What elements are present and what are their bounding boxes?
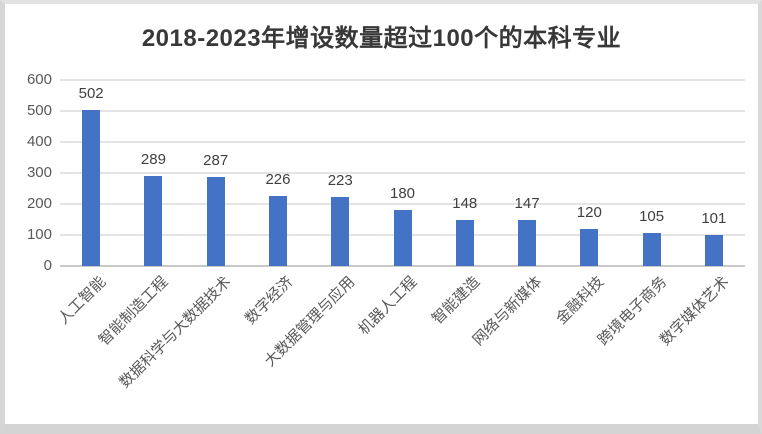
bar-value-label: 148 bbox=[452, 195, 478, 213]
bar bbox=[393, 210, 412, 266]
bar-value-label: 502 bbox=[78, 85, 104, 103]
gridline bbox=[60, 79, 745, 81]
gridline bbox=[60, 141, 745, 143]
gridline bbox=[60, 110, 745, 112]
y-tick-label: 0 bbox=[43, 257, 52, 274]
bar-value-label: 105 bbox=[639, 208, 665, 226]
bar-value-label: 180 bbox=[389, 185, 416, 203]
y-tick-label: 600 bbox=[26, 71, 52, 88]
category-label: 机器人工程 bbox=[355, 273, 421, 339]
bar bbox=[268, 195, 287, 266]
y-tick-label: 200 bbox=[26, 195, 52, 212]
bar bbox=[206, 177, 225, 266]
category-label: 金融科技 bbox=[553, 273, 608, 328]
category-label: 数据科学与大数据技术 bbox=[115, 273, 235, 392]
bar bbox=[331, 196, 350, 266]
category-label: 数字经济 bbox=[241, 273, 297, 328]
bar-value-label: 223 bbox=[327, 171, 353, 189]
bar-value-label: 287 bbox=[203, 152, 229, 170]
bar bbox=[518, 220, 537, 266]
bar bbox=[455, 220, 474, 266]
bar bbox=[642, 233, 661, 266]
bar bbox=[580, 228, 599, 266]
category-label: 人工智能 bbox=[54, 273, 110, 328]
plot-area: 0 100 200 300 400 500 600 502 人工智能 289 智能制造工程 287 数据… bbox=[5, 4, 758, 424]
bar bbox=[82, 110, 101, 266]
bar-value-label: 120 bbox=[576, 203, 602, 221]
y-tick-label: 400 bbox=[26, 133, 52, 150]
bar bbox=[144, 176, 163, 266]
category-label: 智能建造 bbox=[428, 273, 484, 328]
y-tick-label: 100 bbox=[26, 226, 52, 243]
bar bbox=[704, 234, 723, 266]
x-axis-line bbox=[60, 265, 745, 267]
bar-value-label: 147 bbox=[514, 195, 540, 213]
gridline bbox=[60, 172, 745, 174]
bar-value-label: 289 bbox=[140, 151, 166, 169]
y-tick-label: 500 bbox=[26, 102, 52, 119]
bar-value-label: 101 bbox=[701, 209, 727, 227]
gridline bbox=[60, 203, 745, 205]
chart-title: 2018-2023年增设数量超过100个的本科专业 bbox=[141, 25, 622, 52]
bar-value-label: 226 bbox=[265, 170, 291, 188]
y-tick-label: 300 bbox=[26, 164, 52, 181]
